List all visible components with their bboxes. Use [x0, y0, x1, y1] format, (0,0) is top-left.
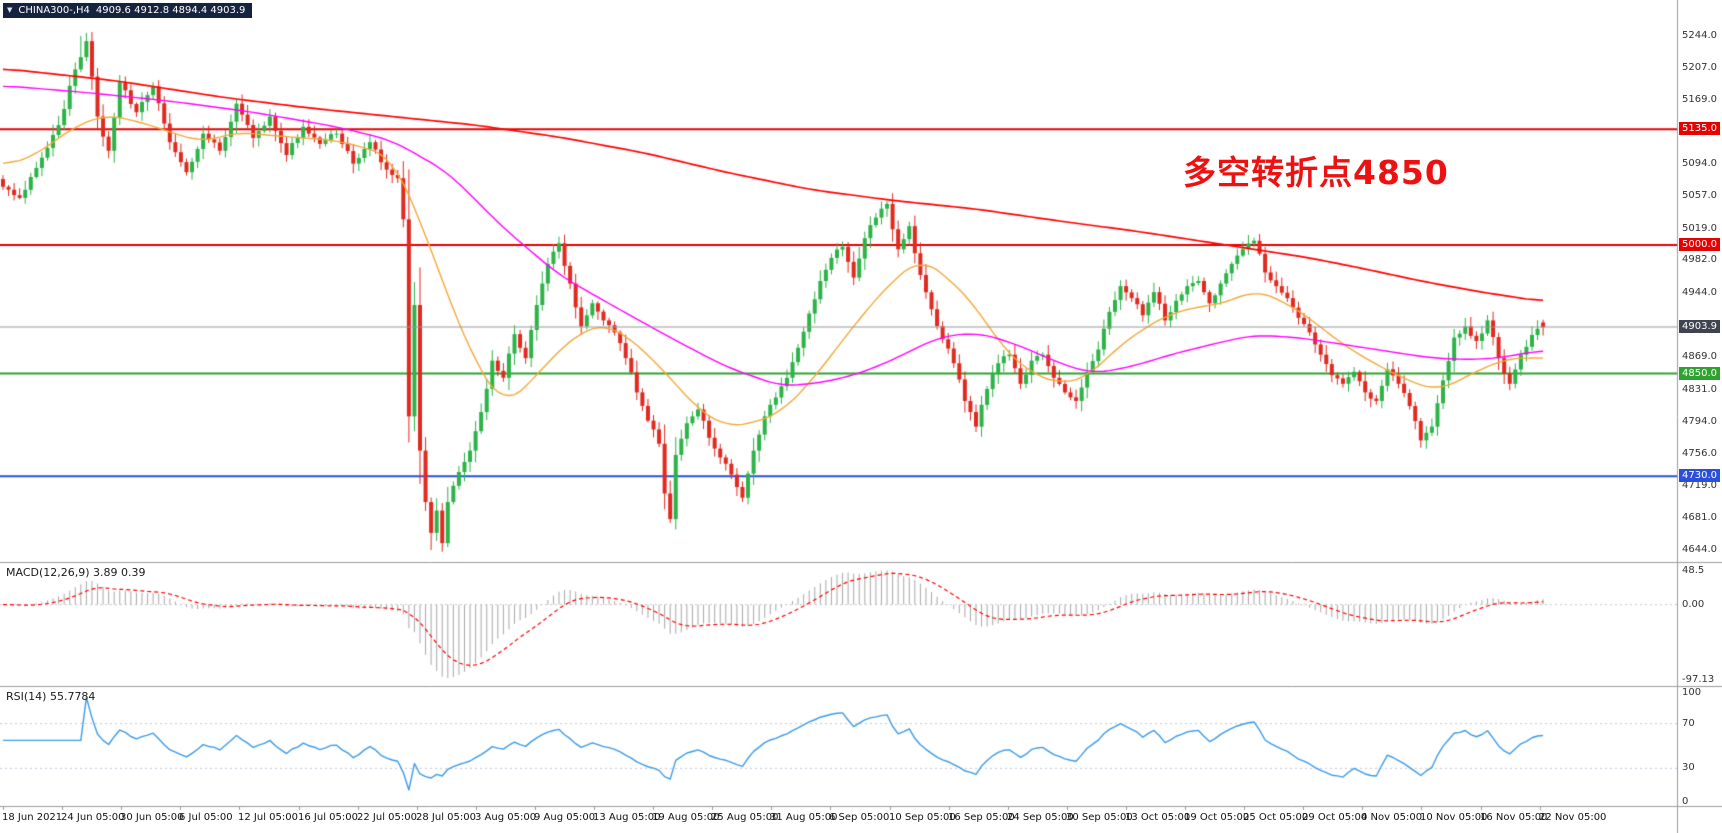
time-axis-label: 19 Oct 05:00 — [1184, 812, 1250, 823]
price-axis-tick: 5019.0 — [1682, 222, 1717, 234]
time-axis-label: 29 Oct 05:00 — [1302, 812, 1368, 823]
price-axis-tick: 5169.0 — [1682, 94, 1717, 106]
time-axis-label: 16 Sep 05:00 — [948, 812, 1015, 823]
time-axis-label: 10 Nov 05:00 — [1420, 812, 1488, 823]
price-axis-tick: 5094.0 — [1682, 158, 1717, 170]
time-axis-label: 24 Sep 05:00 — [1007, 812, 1074, 823]
time-axis-label: 19 Aug 05:00 — [652, 812, 720, 823]
rsi-axis-tick: 0 — [1682, 796, 1689, 807]
time-axis-label: 13 Aug 05:00 — [593, 812, 661, 823]
chart-annotation-text: 多空转折点4850 — [1183, 153, 1449, 192]
price-axis-tick: 5244.0 — [1682, 29, 1717, 41]
symbol-period-label: CHINA300-,H4 — [18, 5, 90, 16]
macd-axis-min: -97.13 — [1682, 674, 1715, 685]
price-axis-tick: 4831.0 — [1682, 383, 1717, 395]
time-axis-label: 6 Sep 05:00 — [829, 812, 890, 823]
time-axis-label: 16 Jul 05:00 — [298, 812, 358, 823]
time-axis-label: 28 Jul 05:00 — [416, 812, 476, 823]
time-axis-label: 12 Jul 05:00 — [238, 812, 298, 823]
time-axis-label: 22 Nov 05:00 — [1539, 812, 1607, 823]
time-axis-label: 25 Oct 05:00 — [1243, 812, 1309, 823]
price-axis-tick: 4944.0 — [1682, 286, 1717, 298]
time-axis-label: 10 Sep 05:00 — [889, 812, 956, 823]
rsi-axis-tick: 70 — [1682, 717, 1695, 729]
macd-axis-max: 48.5 — [1682, 565, 1705, 576]
current-price-label: 4903.9 — [1679, 320, 1720, 334]
time-axis-label: 25 Aug 05:00 — [711, 812, 779, 823]
price-axis-tick: 5207.0 — [1682, 61, 1717, 73]
price-axis-tick: 5057.0 — [1682, 190, 1717, 202]
hline-price-label: 5135.0 — [1679, 122, 1720, 136]
ohlc-values: 4909.6 4912.8 4894.4 4903.9 — [95, 5, 246, 16]
dropdown-arrow-icon[interactable]: ▼ — [7, 6, 13, 14]
time-axis-label: 6 Jul 05:00 — [179, 812, 233, 823]
symbol-header[interactable]: ▼ CHINA300-,H4 4909.6 4912.8 4894.4 4903… — [3, 3, 253, 18]
time-axis-label: 22 Jul 05:00 — [357, 812, 417, 823]
price-axis-tick: 4982.0 — [1682, 254, 1717, 266]
price-axis-tick: 4681.0 — [1682, 512, 1717, 524]
price-axis-tick: 4644.0 — [1682, 544, 1717, 555]
rsi-indicator-label: RSI(14) 55.7784 — [6, 690, 96, 703]
time-axis-label: 3 Aug 05:00 — [475, 812, 537, 823]
time-axis-label: 30 Sep 05:00 — [1066, 812, 1133, 823]
hline-price-label: 5000.0 — [1679, 238, 1720, 252]
time-axis-label: 9 Aug 05:00 — [534, 812, 596, 823]
time-axis-label: 18 Jun 2021 — [2, 812, 63, 823]
price-axis-tick: 4869.0 — [1682, 351, 1717, 363]
price-axis-tick: 4719.0 — [1682, 479, 1717, 491]
rsi-axis-tick: 30 — [1682, 762, 1695, 774]
macd-indicator-label: MACD(12,26,9) 3.89 0.39 — [6, 566, 146, 579]
time-axis-label: 30 Jun 05:00 — [120, 812, 184, 823]
price-axis-tick: 4794.0 — [1682, 415, 1717, 427]
time-axis-label: 4 Nov 05:00 — [1361, 812, 1423, 823]
macd-axis-zero: 0.00 — [1682, 598, 1705, 610]
hline-price-label: 4850.0 — [1679, 366, 1720, 380]
time-axis-label: 24 Jun 05:00 — [61, 812, 125, 823]
time-axis-label: 31 Aug 05:00 — [770, 812, 838, 823]
time-axis-label: 16 Nov 05:00 — [1480, 812, 1548, 823]
time-axis-label: 13 Oct 05:00 — [1125, 812, 1191, 823]
hline-price-label: 4730.0 — [1679, 469, 1720, 483]
price-axis-tick: 4756.0 — [1682, 448, 1717, 460]
rsi-axis-tick: 100 — [1682, 687, 1702, 698]
